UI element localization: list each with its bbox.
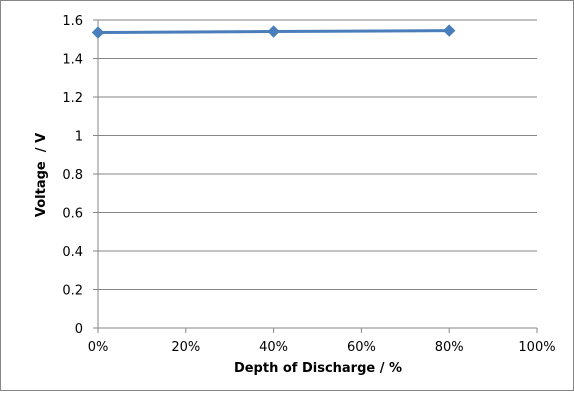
y-tick-label: 0 xyxy=(75,322,83,337)
y-tick-label: 1.2 xyxy=(62,91,83,106)
x-tick-label: 20% xyxy=(171,340,200,355)
data-point-marker xyxy=(91,26,105,39)
y-tick-label: 0.8 xyxy=(62,168,83,183)
y-tick-label: 1 xyxy=(75,130,83,145)
y-tick-labels: 0 0.2 0.4 0.6 0.8 1 1.2 1.4 1.6 xyxy=(62,14,83,337)
x-tick-label: 80% xyxy=(435,340,464,355)
x-tick-label: 60% xyxy=(347,340,376,355)
y-tick-label: 1.6 xyxy=(62,14,83,29)
y-tick-label: 0.4 xyxy=(62,245,83,260)
data-series xyxy=(91,24,456,39)
data-point-marker xyxy=(442,24,456,37)
x-axis-title: Depth of Discharge / % xyxy=(234,361,402,376)
gridlines xyxy=(98,19,537,290)
x-tick-label: 100% xyxy=(518,340,555,355)
axes xyxy=(93,19,538,333)
y-tick-label: 0.6 xyxy=(62,207,83,222)
x-tick-label: 0% xyxy=(88,340,109,355)
x-tick-labels: 0% 20% 40% 60% 80% 100% xyxy=(88,340,556,355)
y-tick-label: 0.2 xyxy=(62,284,83,299)
y-tick-label: 1.4 xyxy=(62,53,83,68)
data-point-marker xyxy=(267,25,280,38)
x-tick-label: 40% xyxy=(259,340,288,355)
y-axis-title: Voltage / V xyxy=(34,133,49,217)
